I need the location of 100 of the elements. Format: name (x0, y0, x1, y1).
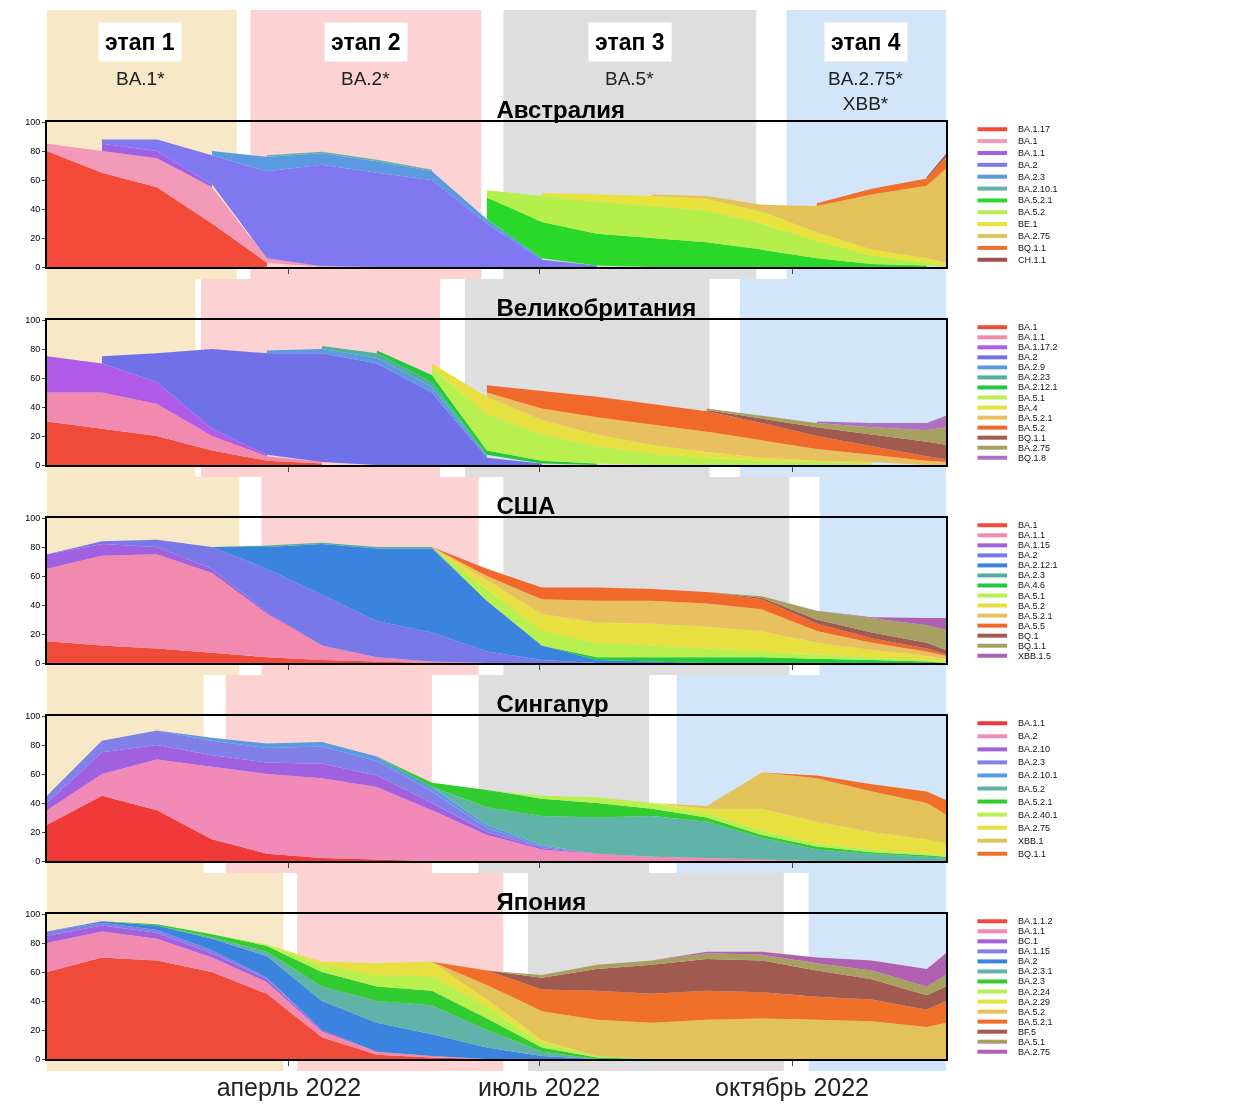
y-tick-label: 0 (35, 460, 41, 471)
y-tick-label: 20 (30, 629, 41, 640)
legend-label: BA.5.1 (1018, 591, 1046, 601)
legend-label: BA.2.3 (1018, 757, 1046, 767)
y-tick-label: 100 (25, 117, 41, 128)
legend-label: BA.5.2 (1018, 601, 1046, 611)
legend-label: BE.1 (1018, 219, 1038, 229)
legend-label: BA.5.2 (1018, 207, 1046, 217)
y-tick-label: 80 (30, 146, 41, 157)
legend-label: BA.5.2.1 (1018, 413, 1053, 423)
y-tick-label: 80 (30, 740, 41, 751)
legend-label: BA.2.75 (1018, 231, 1051, 241)
legend-label: BA.2 (1018, 160, 1038, 170)
legend-label: BA.2.75 (1018, 823, 1051, 833)
legend-label: BA.2 (1018, 956, 1038, 966)
y-tick-label: 60 (30, 967, 41, 978)
legend-label: BQ.1.1 (1018, 243, 1047, 253)
legend-label: BA.1 (1018, 322, 1038, 332)
y-tick-label: 0 (35, 262, 41, 273)
legend-label: BA.5.2.1 (1018, 1017, 1053, 1027)
y-tick-label: 40 (30, 600, 41, 611)
legend-label: BA.2 (1018, 731, 1038, 741)
legend-label: BA.2.10.1 (1018, 770, 1058, 780)
y-tick-label: 40 (30, 402, 41, 413)
legend-label: BA.2.3.1 (1018, 966, 1053, 976)
chart-title: США (496, 492, 556, 519)
legend-label: BA.1.1.2 (1018, 916, 1053, 926)
legend-label: BA.2.24 (1018, 987, 1051, 997)
legend-label: BA.2.3 (1018, 570, 1046, 580)
chart-title: Япония (496, 888, 587, 915)
legend-label: BA.2.10.1 (1018, 184, 1058, 194)
y-tick-label: 60 (30, 373, 41, 384)
y-tick-label: 20 (30, 233, 41, 244)
legend-label: BA.2.12.1 (1018, 382, 1058, 392)
legend-label: BA.1.15 (1018, 540, 1051, 550)
legend-label: XBB.1 (1018, 836, 1044, 846)
legend-label: BA.4 (1018, 403, 1038, 413)
x-tick-label: октябрь 2022 (715, 1073, 869, 1101)
legend-label: BA.1.1 (1018, 718, 1046, 728)
legend-label: BA.2.9 (1018, 362, 1046, 372)
y-tick-label: 60 (30, 571, 41, 582)
legend-label: BA.5.2.1 (1018, 195, 1053, 205)
legend-label: BA.1 (1018, 136, 1038, 146)
legend-label: BA.5.2 (1018, 423, 1046, 433)
legend-label: BA.5.2.1 (1018, 797, 1053, 807)
legend-label: BA.1.17 (1018, 124, 1051, 134)
legend-label: BA.1.1 (1018, 530, 1046, 540)
y-tick-label: 80 (30, 938, 41, 949)
legend-label: BA.2 (1018, 352, 1038, 362)
legend-label: BA.5.5 (1018, 621, 1046, 631)
legend-label: BQ.1.1 (1018, 641, 1047, 651)
chart-title: Австралия (496, 96, 626, 123)
legend-label: BQ.1.1 (1018, 433, 1047, 443)
band-label: этап 2 BA.2* (331, 29, 401, 89)
legend-label: BA.2.3 (1018, 172, 1046, 182)
legend-label: CH.1.1 (1018, 255, 1047, 265)
y-tick-label: 0 (35, 1054, 41, 1065)
legend-label: BA.2.40.1 (1018, 810, 1058, 820)
legend-label: BA.5.1 (1018, 393, 1046, 403)
legend-label: BA.2.75 (1018, 443, 1051, 453)
band-label: этап 3 BA.5* (595, 29, 665, 89)
y-tick-label: 40 (30, 204, 41, 215)
legend-label: BQ.1.8 (1018, 453, 1047, 463)
y-tick-label: 100 (25, 513, 41, 524)
y-tick-label: 80 (30, 344, 41, 355)
legend-label: BF.5 (1018, 1027, 1037, 1037)
x-tick-label: июль 2022 (477, 1073, 601, 1101)
legend-label: BA.2.12.1 (1018, 560, 1058, 570)
band-label: этап 4 BA.2.75* XBB* (828, 29, 904, 114)
chart-title: Сингапур (496, 690, 609, 717)
y-tick-label: 0 (35, 658, 41, 669)
legend-label: BQ.1 (1018, 631, 1039, 641)
legend-label: BA.1.1 (1018, 148, 1046, 158)
legend-label: BA.5.2.1 (1018, 611, 1053, 621)
legend-label: BA.5.2 (1018, 784, 1046, 794)
legend-label: BQ.1.1 (1018, 849, 1047, 859)
legend-label: BA.4.6 (1018, 580, 1046, 590)
y-tick-label: 60 (30, 769, 41, 780)
chart-title: Великобритания (496, 294, 697, 321)
y-tick-label: 20 (30, 827, 41, 838)
legend-label: BA.1.1 (1018, 332, 1046, 342)
legend-label: BA.2.3 (1018, 976, 1046, 986)
y-tick-label: 40 (30, 996, 41, 1007)
legend-label: BA.2.75 (1018, 1047, 1051, 1057)
y-tick-label: 60 (30, 175, 41, 186)
y-tick-label: 0 (35, 856, 41, 867)
y-tick-label: 100 (25, 315, 41, 326)
legend-label: BC.1 (1018, 936, 1039, 946)
y-tick-label: 80 (30, 542, 41, 553)
legend-label: BA.2.29 (1018, 997, 1051, 1007)
legend-label: BA.5.2 (1018, 1007, 1046, 1017)
legend-label: BA.2.10 (1018, 744, 1051, 754)
band-label: этап 1 BA.1* (105, 29, 175, 89)
legend-label: BA.2.23 (1018, 372, 1051, 382)
x-tick-label: аперль 2022 (216, 1073, 362, 1101)
legend-label: BA.1.1 (1018, 926, 1046, 936)
y-tick-label: 20 (30, 431, 41, 442)
legend-label: BA.1 (1018, 520, 1038, 530)
legend-label: XBB.1.5 (1018, 651, 1052, 661)
y-tick-label: 100 (25, 711, 41, 722)
